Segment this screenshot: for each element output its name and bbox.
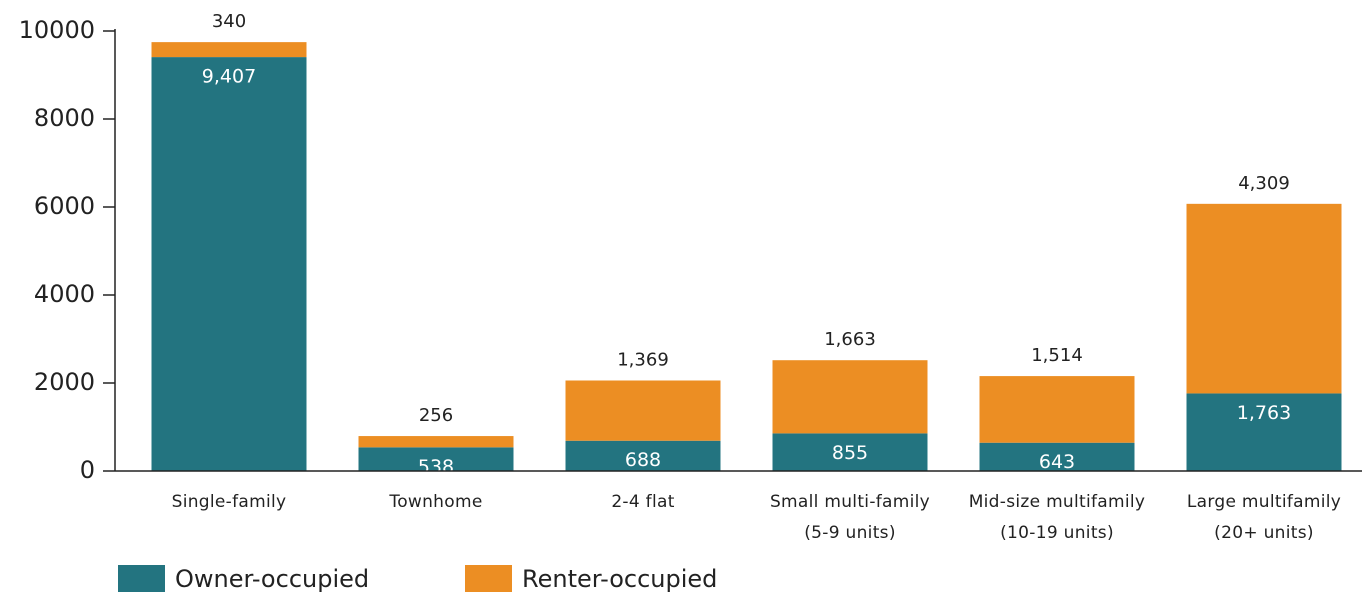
y-tick-label: 8000 — [34, 104, 95, 132]
x-tick-label: Single-family — [171, 492, 287, 512]
value-label: 1,763 — [1237, 402, 1291, 424]
bar-segment — [565, 380, 721, 441]
legend-label: Renter-occupied — [522, 565, 717, 593]
bar-segment — [772, 360, 928, 434]
value-label: 1,369 — [617, 349, 669, 370]
y-tick-label: 10000 — [19, 16, 95, 44]
bar-segment — [979, 442, 1135, 471]
value-label: 1,514 — [1031, 345, 1083, 366]
y-tick-label: 0 — [80, 456, 95, 484]
bar-segment — [1186, 393, 1342, 471]
value-label: 4,309 — [1238, 173, 1290, 194]
value-label: 256 — [419, 405, 453, 426]
bar-segment — [772, 433, 928, 471]
x-tick-label: Small multi-family (5-9 units) — [769, 492, 931, 543]
x-tick-label: Townhome — [389, 492, 483, 512]
value-label: 855 — [832, 442, 868, 464]
y-tick-label: 6000 — [34, 192, 95, 220]
bar-segment — [358, 447, 514, 471]
y-tick-label: 2000 — [34, 368, 95, 396]
value-label: 538 — [418, 456, 454, 478]
x-tick-label: 2-4 flat — [611, 492, 675, 512]
bar-segment — [1186, 203, 1342, 394]
bar-segment — [358, 436, 514, 448]
x-tick-label: Mid-size multifamily (10-19 units) — [968, 492, 1146, 543]
legend-label: Owner-occupied — [175, 565, 369, 593]
value-label: 9,407 — [202, 66, 256, 88]
legend-swatch — [118, 565, 165, 592]
bar-segment — [151, 57, 307, 471]
legend-swatch — [465, 565, 512, 592]
value-label: 643 — [1039, 451, 1075, 473]
bar-segment — [151, 42, 307, 58]
x-tick-label: Large multifamily (20+ units) — [1186, 492, 1342, 543]
bar-segment — [979, 376, 1135, 443]
value-label: 1,663 — [824, 329, 876, 350]
value-label: 688 — [625, 449, 661, 471]
y-tick-label: 4000 — [34, 280, 95, 308]
value-label: 340 — [212, 11, 246, 32]
bar-segment — [565, 440, 721, 471]
